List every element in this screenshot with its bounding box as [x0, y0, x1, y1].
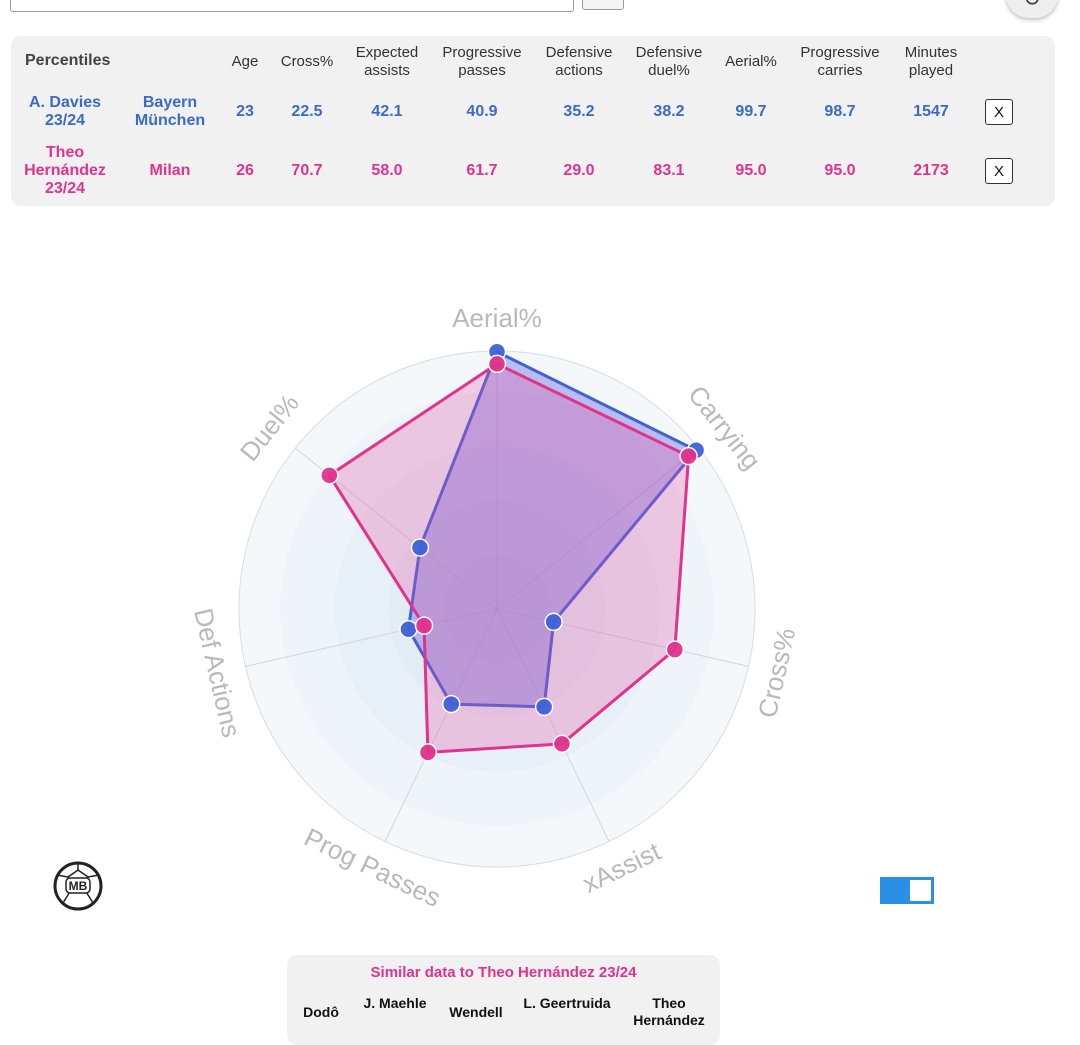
stat-value: 23 [236, 103, 254, 120]
similar-player[interactable]: J. Maehle [363, 995, 427, 1011]
display-toggle[interactable] [880, 877, 934, 904]
radar-point [410, 538, 430, 557]
radar-area-davies [406, 350, 698, 709]
radar-point [544, 612, 563, 632]
radar-spoke [496, 447, 700, 610]
radar-spoke [496, 608, 749, 667]
remove-player-button[interactable]: X [985, 99, 1013, 125]
radar-axis-label: Cross% [752, 625, 802, 720]
column-header: Minutes played [904, 44, 958, 79]
radar-spoke [245, 608, 498, 667]
remove-player-button[interactable]: X [985, 158, 1013, 184]
table-title: Percentiles [25, 52, 111, 69]
column-header: Expected assists [355, 44, 419, 79]
stat-value: 95.0 [824, 162, 856, 179]
stat-value: 99.7 [735, 103, 767, 120]
refresh-icon: ↻ [1023, 0, 1041, 12]
stat-value: 83.1 [653, 162, 685, 179]
similar-title: Similar data to Theo Hernández 23/24 [370, 964, 637, 981]
stat-value: 26 [236, 162, 254, 179]
radar-spoke [384, 608, 498, 842]
player-name[interactable]: Theo Hernández 23/24 [24, 144, 106, 197]
stat-value: 98.7 [824, 103, 856, 120]
similar-player[interactable]: Dodô [303, 1004, 339, 1020]
radar-spoke [496, 608, 610, 842]
stat-value: 95.0 [735, 162, 767, 179]
column-header: Defensive actions [545, 44, 613, 79]
radar-area-hernandez [327, 362, 691, 754]
radar-axis-label: Def Actions [188, 605, 247, 740]
refresh-button[interactable]: ↻ [1006, 0, 1058, 18]
similar-players-panel: Similar data to Theo Hernández 23/24 Dod… [287, 955, 720, 1045]
column-header: Aerial% [725, 53, 777, 70]
radar-point [552, 734, 572, 754]
radar-point [414, 616, 434, 635]
player-search-input[interactable] [10, 0, 574, 12]
stat-value: 1547 [913, 103, 949, 120]
column-header: Progressive carries [800, 44, 880, 79]
radar-point [320, 466, 339, 485]
stat-value: 35.2 [563, 103, 595, 120]
team-name: Milan [149, 162, 191, 179]
toggle-knob [910, 880, 931, 901]
radar-point [534, 697, 554, 717]
stat-value: 2173 [913, 162, 949, 179]
radar-point [487, 354, 507, 374]
radar-point [679, 446, 698, 466]
radar-point [399, 619, 418, 639]
top-bar: ↻ [0, 0, 1080, 30]
search-button[interactable] [582, 0, 624, 10]
team-name: Bayern München [134, 94, 206, 129]
similar-player[interactable]: L. Geertruida [523, 995, 611, 1011]
stat-value: 22.5 [291, 103, 323, 120]
radar-point [441, 694, 461, 714]
column-header: Defensive duel% [635, 44, 703, 79]
column-header: Age [231, 53, 259, 70]
stat-value: 29.0 [563, 162, 595, 179]
mb-logo: MB [53, 861, 103, 911]
column-header: Cross% [280, 53, 334, 70]
radar-point [665, 640, 685, 659]
stat-value: 61.7 [466, 162, 498, 179]
stat-value: 40.9 [466, 103, 498, 120]
similar-player[interactable]: Wendell [449, 1004, 503, 1020]
radar-axis-label: Aerial% [452, 303, 542, 333]
radar-point [418, 743, 438, 762]
stat-value: 42.1 [371, 103, 403, 120]
stat-value: 38.2 [653, 103, 685, 120]
stat-value: 58.0 [371, 162, 403, 179]
percentiles-table: Percentiles Age Cross% Expected assists Prog… [11, 36, 1055, 206]
player-name[interactable]: A. Davies 23/24 [28, 94, 102, 129]
column-header: Progressive passes [442, 44, 522, 79]
stat-value: 70.7 [291, 162, 323, 179]
svg-text:MB: MB [69, 879, 88, 893]
